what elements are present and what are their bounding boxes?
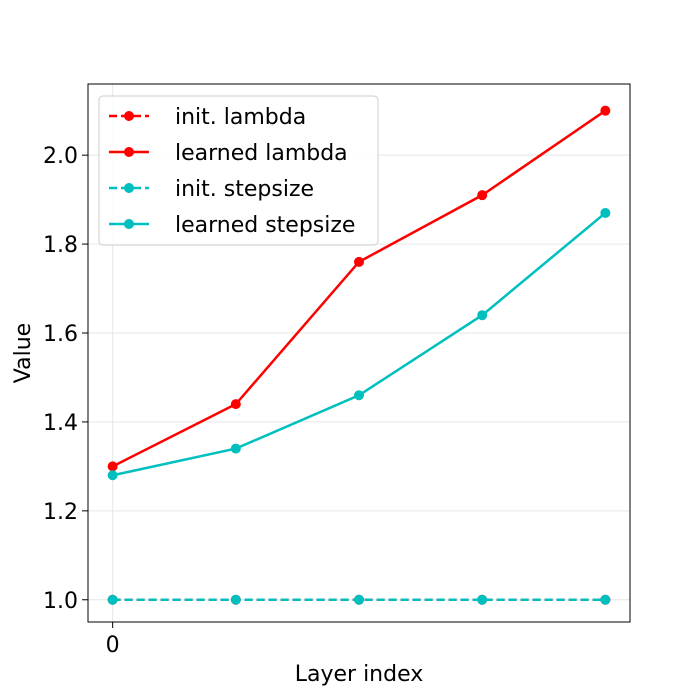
data-point	[477, 310, 488, 321]
y-tick-label: 1.2	[43, 500, 78, 525]
series-group	[107, 105, 611, 605]
x-tick-label: 0	[106, 633, 120, 658]
axis-ticks: 1.0 1.2 1.4 1.6 1.8 2.0 0	[43, 144, 120, 658]
legend-swatch-marker	[124, 111, 134, 121]
legend-swatch-marker	[124, 219, 134, 229]
data-point	[354, 390, 364, 401]
legend-label: init. stepsize	[175, 177, 314, 202]
data-point	[107, 470, 118, 481]
legend-entry: learned stepsize	[109, 213, 355, 238]
legend-label: learned stepsize	[175, 213, 355, 238]
legend-entry: init. lambda	[109, 105, 306, 130]
legend-entry: init. stepsize	[109, 177, 314, 202]
data-point	[230, 443, 241, 454]
legend-swatch-marker	[124, 183, 134, 193]
y-tick-label: 1.6	[43, 322, 78, 347]
y-tick-label: 1.0	[43, 589, 78, 614]
y-tick-label: 2.0	[43, 144, 78, 169]
legend: init. lambda learned lambda init. stepsize…	[98, 95, 379, 246]
data-point	[230, 594, 241, 605]
data-point	[230, 399, 241, 410]
data-point	[107, 594, 118, 605]
data-point	[600, 207, 611, 218]
data-point	[107, 461, 118, 472]
series-init-stepsize	[107, 594, 611, 605]
x-axis-title: Layer index	[295, 662, 424, 687]
y-tick-label: 1.4	[43, 411, 78, 436]
data-point	[354, 594, 364, 605]
series-learned-lambda	[107, 105, 611, 472]
series-line	[112, 211, 607, 477]
y-tick-label: 1.8	[43, 233, 78, 258]
data-point	[477, 594, 488, 605]
legend-label: init. lambda	[175, 105, 306, 130]
legend-swatch-marker	[124, 147, 134, 157]
legend-entry: learned lambda	[109, 141, 348, 166]
plot-frame	[87, 83, 631, 623]
legend-box	[98, 95, 379, 246]
y-axis-title: Value	[11, 323, 36, 383]
legend-label: learned lambda	[175, 141, 348, 166]
series-learned-stepsize	[107, 207, 611, 481]
data-point	[600, 105, 611, 116]
data-point	[354, 256, 364, 267]
data-point	[477, 190, 488, 201]
data-point	[600, 594, 611, 605]
